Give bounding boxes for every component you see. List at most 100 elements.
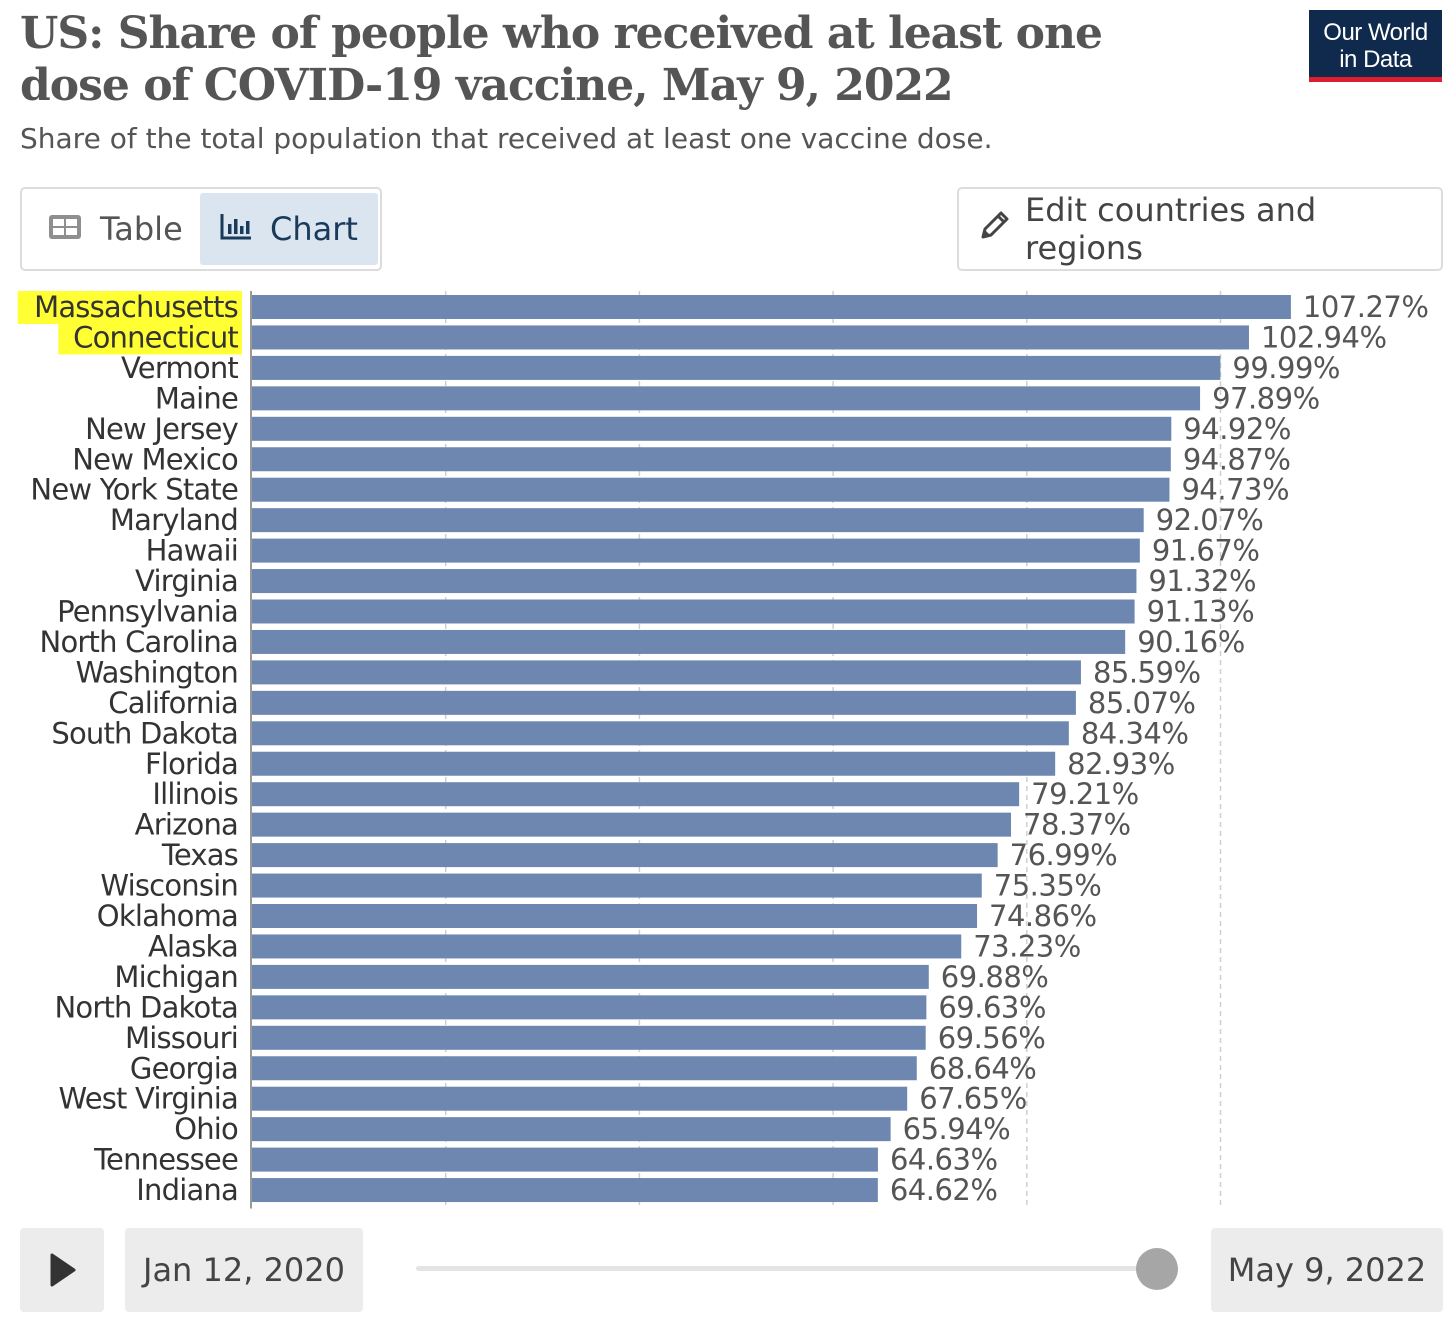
highlight-mark	[58, 321, 242, 355]
value-label: 107.27%	[1303, 290, 1429, 324]
our-world-in-data-logo[interactable]: Our World in Data	[1309, 10, 1442, 82]
bar-chart: Massachusetts 107.27% Connecticut 102.94% Ve…	[17, 290, 1429, 1209]
value-label: 79.21%	[1031, 777, 1139, 811]
category-label[interactable]: Vermont	[121, 351, 239, 385]
edit-countries-button[interactable]: Edit countries and regions	[957, 187, 1443, 271]
bar[interactable]	[252, 904, 978, 928]
bar[interactable]	[252, 355, 1221, 380]
tab-chart-label: Chart	[270, 210, 358, 248]
bar[interactable]	[252, 751, 1056, 776]
bar[interactable]	[252, 934, 962, 959]
value-label: 90.16%	[1137, 625, 1245, 659]
value-label: 99.99%	[1232, 351, 1340, 385]
category-label[interactable]: North Dakota	[55, 990, 239, 1024]
timeline-start-date[interactable]: Jan 12, 2020	[125, 1228, 363, 1312]
bar[interactable]	[252, 538, 1140, 563]
chart-title: US: Share of people who received at leas…	[20, 8, 1103, 111]
bar[interactable]	[252, 477, 1170, 502]
value-label: 91.32%	[1148, 564, 1256, 598]
category-label[interactable]: Illinois	[152, 777, 238, 811]
category-label[interactable]: Georgia	[130, 1051, 239, 1085]
value-label: 84.34%	[1081, 716, 1189, 750]
chart-subtitle: Share of the total population that recei…	[20, 122, 993, 155]
category-label[interactable]: Pennsylvania	[57, 595, 239, 629]
bar[interactable]	[252, 782, 1020, 807]
value-label: 68.64%	[929, 1051, 1037, 1085]
category-label[interactable]: Hawaii	[146, 534, 239, 568]
bar[interactable]	[252, 629, 1126, 654]
category-label[interactable]: Massachusetts	[34, 290, 239, 324]
category-label[interactable]: Michigan	[114, 960, 238, 994]
category-label[interactable]: North Carolina	[40, 625, 239, 659]
bar-chart-icon	[220, 210, 252, 248]
category-label[interactable]: New York State	[30, 473, 238, 507]
category-label[interactable]: Florida	[145, 747, 239, 781]
value-label: 65.94%	[903, 1112, 1011, 1146]
bar[interactable]	[252, 843, 998, 868]
bar[interactable]	[252, 660, 1081, 685]
bar[interactable]	[252, 1117, 891, 1142]
bar[interactable]	[252, 1178, 878, 1203]
play-button[interactable]	[20, 1228, 104, 1312]
category-label[interactable]: Ohio	[174, 1112, 239, 1146]
bar[interactable]	[252, 690, 1076, 715]
tab-table-label: Table	[100, 210, 183, 248]
category-label[interactable]: West Virginia	[59, 1082, 239, 1116]
value-label: 75.35%	[994, 869, 1102, 903]
bar[interactable]	[252, 447, 1171, 472]
bar[interactable]	[252, 812, 1012, 837]
category-label[interactable]: Oklahoma	[97, 899, 239, 933]
bar[interactable]	[252, 386, 1201, 411]
bar[interactable]	[252, 599, 1135, 624]
timeline-slider-track[interactable]	[416, 1266, 1156, 1271]
bar[interactable]	[252, 1086, 908, 1111]
category-label[interactable]: Maryland	[110, 503, 239, 537]
tab-table[interactable]: Table	[28, 193, 200, 265]
category-label[interactable]: South Dakota	[51, 716, 238, 750]
category-label[interactable]: New Jersey	[85, 412, 239, 446]
bar[interactable]	[252, 416, 1172, 441]
tab-chart[interactable]: Chart	[200, 193, 378, 265]
value-label: 94.87%	[1183, 442, 1291, 476]
logo-line-2: in Data	[1339, 46, 1412, 73]
value-label: 92.07%	[1156, 503, 1264, 537]
bar[interactable]	[252, 295, 1291, 319]
timeline-slider-handle[interactable]	[1136, 1248, 1178, 1290]
value-label: 74.86%	[989, 899, 1097, 933]
category-label[interactable]: Indiana	[136, 1173, 239, 1207]
value-label: 67.65%	[919, 1082, 1027, 1116]
category-label[interactable]: Tennessee	[93, 1143, 239, 1177]
play-icon	[50, 1253, 76, 1287]
logo-line-1: Our World	[1323, 19, 1428, 46]
value-label: 73.23%	[973, 929, 1081, 963]
value-label: 85.59%	[1093, 655, 1201, 689]
table-icon	[48, 210, 82, 248]
bar[interactable]	[252, 1056, 917, 1081]
bar[interactable]	[252, 325, 1249, 350]
bar[interactable]	[252, 1025, 926, 1050]
category-label[interactable]: Alaska	[148, 929, 239, 963]
category-label[interactable]: Arizona	[135, 808, 239, 842]
bar[interactable]	[252, 995, 927, 1020]
value-label: 85.07%	[1088, 686, 1196, 720]
value-label: 97.89%	[1212, 381, 1320, 415]
category-label[interactable]: Virginia	[135, 564, 239, 598]
timeline-end-date[interactable]: May 9, 2022	[1211, 1228, 1443, 1312]
bar[interactable]	[252, 508, 1144, 533]
category-label[interactable]: Connecticut	[73, 320, 239, 354]
category-label[interactable]: Maine	[155, 381, 239, 415]
category-label[interactable]: Washington	[76, 655, 239, 689]
category-label[interactable]: California	[108, 686, 239, 720]
category-label[interactable]: Wisconsin	[100, 869, 238, 903]
value-label: 69.63%	[938, 990, 1046, 1024]
bar[interactable]	[252, 964, 929, 989]
bar[interactable]	[252, 1147, 878, 1172]
view-tabs: Table Chart	[20, 187, 382, 271]
category-label[interactable]: Texas	[161, 838, 239, 872]
bar[interactable]	[252, 873, 982, 898]
value-label: 94.73%	[1181, 473, 1289, 507]
category-label[interactable]: Missouri	[125, 1021, 239, 1055]
bar[interactable]	[252, 569, 1137, 594]
category-label[interactable]: New Mexico	[72, 442, 239, 476]
bar[interactable]	[252, 721, 1069, 746]
